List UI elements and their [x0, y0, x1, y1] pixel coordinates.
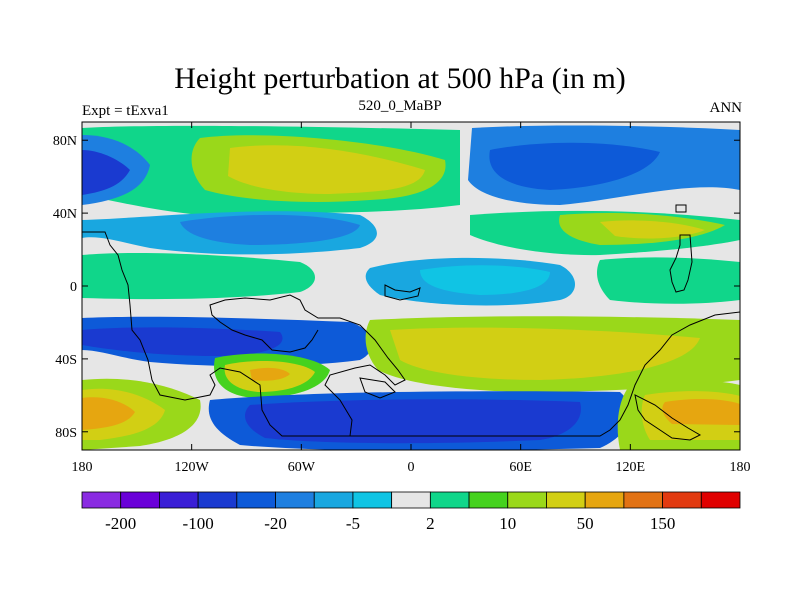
lon-tick-label: 180: [730, 460, 751, 475]
colorbar-box: [391, 491, 431, 509]
colorbar-label: -5: [346, 514, 360, 533]
colorbar-label: -100: [183, 514, 214, 533]
lat-tick-label: 0: [70, 280, 77, 295]
colorbar-box: [429, 491, 470, 509]
colorbar-label: -200: [105, 514, 136, 533]
colorbar-label: 2: [426, 514, 435, 533]
lat-tick-label: 80N: [53, 134, 77, 149]
lon-tick-label: 120E: [616, 460, 646, 475]
height-perturbation-field: [82, 122, 740, 450]
lat-tick-label: 40S: [55, 353, 77, 368]
colorbar-box: [662, 491, 702, 509]
colorbar-box: [584, 491, 625, 509]
figure-title: Height perturbation at 500 hPa (in m): [174, 62, 626, 95]
colorbar-box: [159, 491, 199, 509]
colorbar-label: 10: [499, 514, 516, 533]
lon-tick-label: 120W: [175, 460, 210, 475]
experiment-label: Expt = tExva1: [82, 103, 169, 119]
colorbar-box: [468, 491, 509, 509]
lat-tick-label: 40N: [53, 207, 77, 222]
colorbar-box: [623, 491, 663, 509]
colorbar-box: [313, 491, 354, 509]
colorbar-box: [507, 491, 547, 509]
colorbar: [81, 491, 741, 509]
lon-tick-label: 60E: [509, 460, 532, 475]
colorbar-box: [236, 491, 276, 509]
colorbar-labels: -200 -100 -20 -5 2 10 50 150: [105, 514, 675, 533]
colorbar-box: [197, 491, 238, 509]
colorbar-box: [352, 491, 393, 509]
season-label: ANN: [709, 100, 743, 116]
lon-tick-label: 0: [408, 460, 415, 475]
axis-tick-labels: 180 120W 60W 0 60E 120E 180 80N 40N 0 40S 80S: [53, 134, 751, 475]
colorbar-label: 150: [650, 514, 676, 533]
colorbar-box: [546, 491, 586, 509]
lon-tick-label: 180: [72, 460, 93, 475]
axis-ticks: [81, 122, 741, 450]
colorbar-box: [81, 491, 122, 509]
lon-tick-label: 60W: [288, 460, 316, 475]
colorbar-label: 50: [577, 514, 594, 533]
period-label: 520_0_MaBP: [358, 98, 442, 114]
colorbar-box: [700, 491, 741, 509]
lat-tick-label: 80S: [55, 426, 77, 441]
colorbar-box: [120, 491, 160, 509]
colorbar-box: [275, 491, 315, 509]
colorbar-label: -20: [264, 514, 287, 533]
